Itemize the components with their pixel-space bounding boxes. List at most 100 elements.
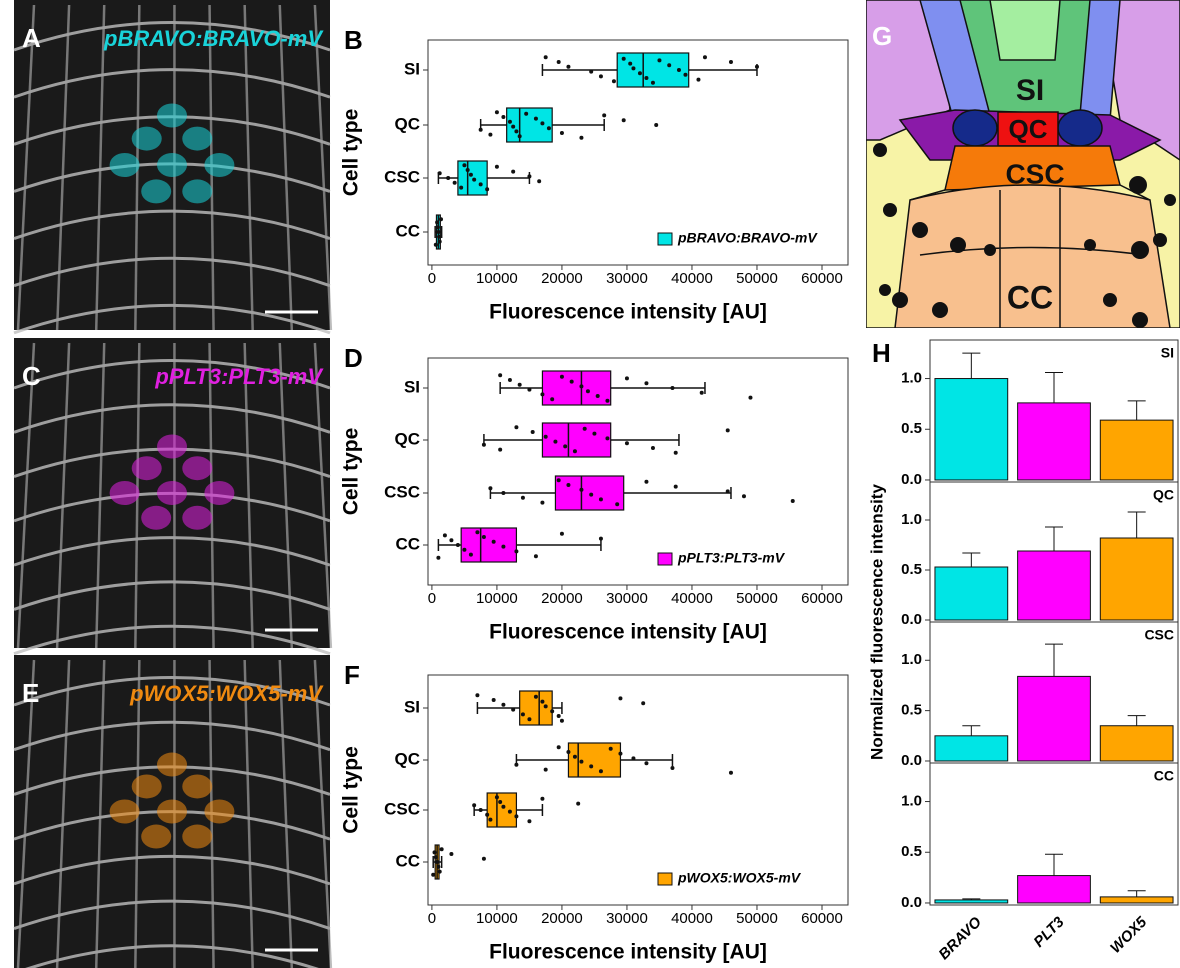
data-point xyxy=(544,768,548,772)
data-point xyxy=(436,225,440,229)
data-point xyxy=(657,58,661,62)
legend-label: pBRAVO:BRAVO-mV xyxy=(677,230,818,246)
y-tick-label: 0.0 xyxy=(901,471,922,488)
data-point xyxy=(431,873,435,877)
figure: G SI QC CSC CC ApBRAVO:BRAVO-mVCpPLT3:PL… xyxy=(0,0,1180,968)
x-axis-title: Fluorescence intensity [AU] xyxy=(489,941,767,964)
x-tick-label: 20000 xyxy=(541,590,583,607)
data-point xyxy=(462,163,466,167)
data-point xyxy=(557,745,561,749)
diagram-region xyxy=(953,110,997,146)
nucleus xyxy=(141,825,171,849)
region-label: CSC xyxy=(1005,158,1064,189)
box xyxy=(555,476,623,510)
data-point xyxy=(589,764,593,768)
bar xyxy=(1018,403,1091,480)
data-point xyxy=(622,57,626,61)
data-point xyxy=(508,378,512,382)
data-point xyxy=(729,60,733,64)
bar xyxy=(1100,726,1173,761)
data-point xyxy=(638,71,642,75)
y-tick-label: QC xyxy=(395,114,421,133)
x-tick-label: 50000 xyxy=(736,590,778,607)
data-point xyxy=(488,818,492,822)
data-point xyxy=(557,714,561,718)
x-tick-label: 10000 xyxy=(476,910,518,927)
data-point xyxy=(651,81,655,85)
box xyxy=(458,161,487,195)
x-tick-label: 60000 xyxy=(801,910,843,927)
data-point xyxy=(674,451,678,455)
x-tick-label: 20000 xyxy=(541,910,583,927)
y-axis-title: Cell type xyxy=(340,746,363,834)
data-point xyxy=(602,113,606,117)
data-point xyxy=(605,399,609,403)
x-tick-label: 30000 xyxy=(606,590,648,607)
data-point xyxy=(485,187,489,191)
y-axis-title: Normalized fluorescence intensity xyxy=(867,484,886,760)
data-point xyxy=(700,391,704,395)
data-point xyxy=(439,217,443,221)
data-point xyxy=(615,502,619,506)
nucleus xyxy=(182,456,212,480)
construct-label: pPLT3:PLT3-mV xyxy=(154,364,324,389)
nucleus xyxy=(141,179,171,203)
nucleus xyxy=(157,435,187,459)
nucleus xyxy=(110,481,140,505)
panel-letter: H xyxy=(872,338,891,368)
data-point xyxy=(644,761,648,765)
x-tick-label: 60000 xyxy=(801,270,843,287)
data-point xyxy=(492,698,496,702)
data-point xyxy=(534,695,538,699)
x-tick-label: 0 xyxy=(428,910,436,927)
diagram: G SI QC CSC CC xyxy=(866,0,1180,328)
nucleus xyxy=(132,774,162,798)
data-point xyxy=(726,428,730,432)
micrograph: CpPLT3:PLT3-mV xyxy=(14,338,331,654)
data-point xyxy=(443,533,447,537)
data-point xyxy=(472,178,476,182)
data-point xyxy=(544,55,548,59)
data-point xyxy=(557,478,561,482)
data-point xyxy=(469,173,473,177)
data-point xyxy=(667,63,671,67)
y-tick-label: 0.5 xyxy=(901,561,922,578)
data-point xyxy=(625,376,629,380)
region-label: QC xyxy=(1009,114,1048,144)
data-point xyxy=(592,432,596,436)
nucleus xyxy=(204,153,234,177)
data-point xyxy=(482,443,486,447)
nucleus xyxy=(157,481,187,505)
data-point xyxy=(518,134,522,138)
data-point xyxy=(651,446,655,450)
nucleus xyxy=(132,456,162,480)
y-tick-label: QC xyxy=(395,749,421,768)
x-tick-label: PLT3 xyxy=(1030,913,1068,951)
data-point xyxy=(550,397,554,401)
nucleus xyxy=(132,127,162,151)
data-point xyxy=(527,388,531,392)
y-tick-label: CSC xyxy=(384,167,420,186)
data-point xyxy=(540,392,544,396)
nucleus xyxy=(182,774,212,798)
data-point xyxy=(537,179,541,183)
nucleus xyxy=(157,104,187,128)
legend-swatch xyxy=(658,873,672,885)
y-tick-label: QC xyxy=(395,429,421,448)
data-point xyxy=(566,65,570,69)
data-point xyxy=(482,535,486,539)
data-point xyxy=(495,165,499,169)
data-point xyxy=(599,769,603,773)
data-point xyxy=(544,435,548,439)
x-tick-label: 60000 xyxy=(801,590,843,607)
x-tick-label: 50000 xyxy=(736,910,778,927)
data-point xyxy=(435,220,439,224)
y-tick-label: CSC xyxy=(384,482,420,501)
data-point xyxy=(449,538,453,542)
x-tick-label: WOX5 xyxy=(1107,913,1151,957)
data-point xyxy=(436,865,440,869)
data-point xyxy=(501,115,505,119)
data-point xyxy=(579,384,583,388)
y-tick-label: SI xyxy=(404,377,420,396)
data-point xyxy=(540,797,544,801)
